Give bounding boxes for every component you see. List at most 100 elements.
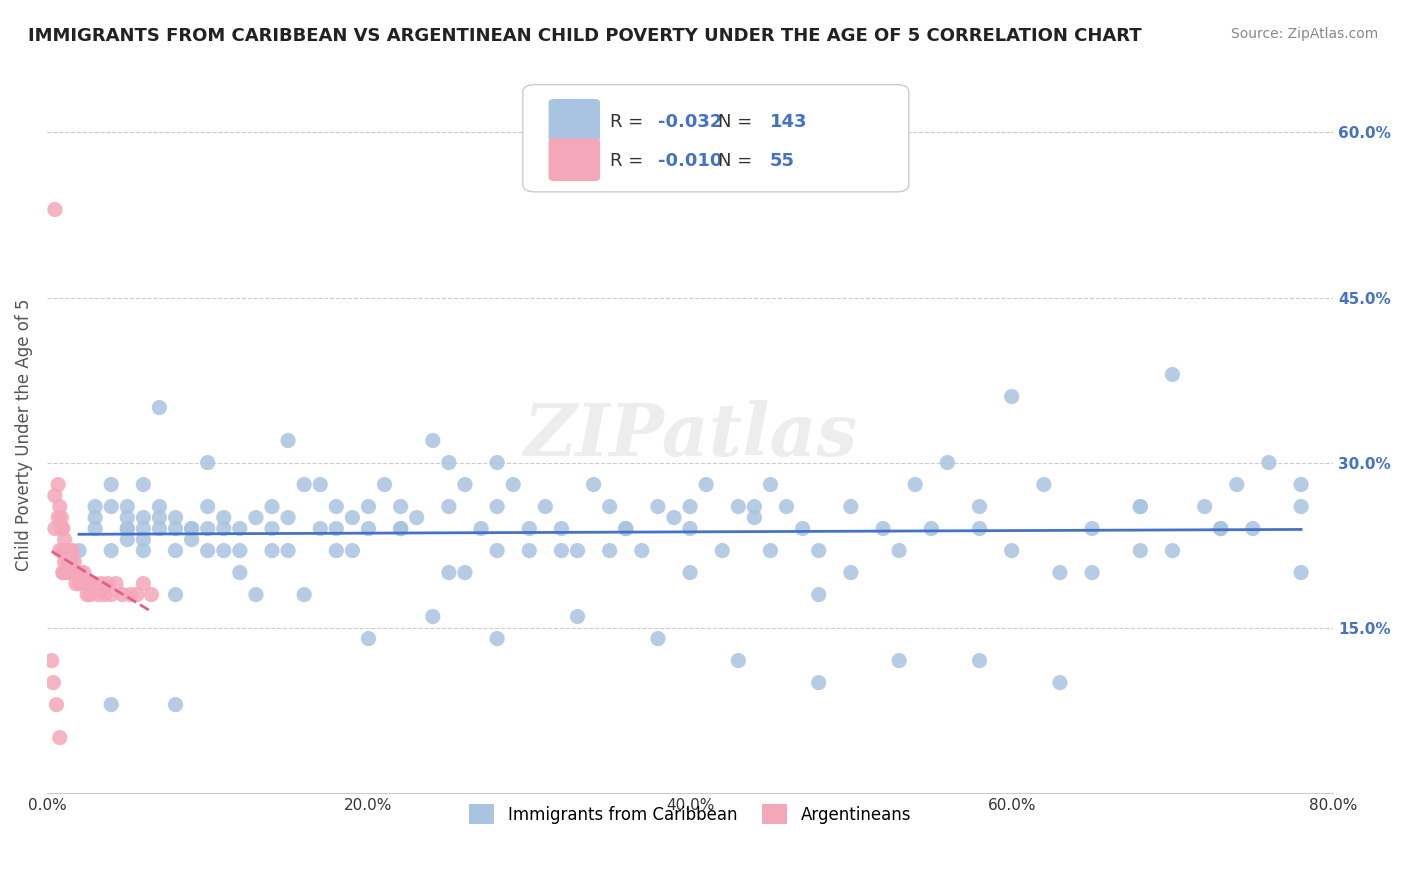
Point — [277, 510, 299, 524]
Point — [711, 543, 734, 558]
Point — [936, 456, 959, 470]
Point — [100, 477, 122, 491]
Point — [245, 588, 267, 602]
Point — [62, 543, 84, 558]
Point — [1161, 368, 1184, 382]
Point — [502, 477, 524, 491]
Point — [260, 543, 283, 558]
Point — [437, 566, 460, 580]
Point — [582, 477, 605, 491]
Point — [62, 566, 84, 580]
Point — [148, 510, 170, 524]
Point — [229, 543, 252, 558]
Point — [73, 566, 96, 580]
Text: -0.032: -0.032 — [658, 112, 723, 131]
Point — [357, 500, 380, 514]
Point — [422, 609, 444, 624]
Point — [1081, 566, 1104, 580]
Point — [920, 522, 942, 536]
Point — [662, 510, 685, 524]
Point — [517, 522, 540, 536]
Point — [550, 522, 572, 536]
Point — [614, 522, 637, 536]
Point — [41, 654, 63, 668]
Point — [53, 533, 76, 547]
Point — [45, 698, 67, 712]
Point — [260, 522, 283, 536]
Point — [52, 543, 75, 558]
Text: IMMIGRANTS FROM CARIBBEAN VS ARGENTINEAN CHILD POVERTY UNDER THE AGE OF 5 CORREL: IMMIGRANTS FROM CARIBBEAN VS ARGENTINEAN… — [28, 27, 1142, 45]
Point — [148, 522, 170, 536]
Point — [1289, 566, 1312, 580]
Point — [197, 543, 219, 558]
Point — [180, 533, 202, 547]
Point — [53, 555, 76, 569]
Point — [60, 555, 83, 569]
Point — [422, 434, 444, 448]
Point — [148, 500, 170, 514]
Point — [470, 522, 492, 536]
Point — [517, 543, 540, 558]
Point — [48, 500, 70, 514]
Text: Source: ZipAtlas.com: Source: ZipAtlas.com — [1230, 27, 1378, 41]
Point — [65, 576, 87, 591]
Point — [325, 522, 347, 536]
Point — [132, 522, 155, 536]
Point — [695, 477, 717, 491]
Point — [52, 522, 75, 536]
Point — [44, 202, 66, 217]
Point — [1129, 500, 1152, 514]
Point — [100, 543, 122, 558]
Point — [80, 576, 103, 591]
Point — [212, 522, 235, 536]
Point — [260, 500, 283, 514]
Point — [55, 543, 77, 558]
Point — [63, 566, 86, 580]
Point — [132, 576, 155, 591]
Point — [792, 522, 814, 536]
Point — [94, 588, 117, 602]
Point — [76, 588, 98, 602]
Point — [197, 522, 219, 536]
Point — [374, 477, 396, 491]
Point — [292, 477, 315, 491]
Point — [165, 588, 187, 602]
Legend: Immigrants from Caribbean, Argentineans: Immigrants from Caribbean, Argentineans — [460, 794, 921, 834]
Point — [405, 510, 427, 524]
Point — [1209, 522, 1232, 536]
Point — [67, 576, 90, 591]
Point — [58, 543, 80, 558]
Point — [44, 489, 66, 503]
Point — [1209, 522, 1232, 536]
Point — [52, 566, 75, 580]
Point — [117, 510, 139, 524]
FancyBboxPatch shape — [548, 138, 600, 181]
Point — [100, 500, 122, 514]
Point — [46, 477, 69, 491]
Point — [277, 543, 299, 558]
Point — [969, 522, 991, 536]
Point — [1049, 566, 1071, 580]
Point — [212, 543, 235, 558]
Point — [84, 522, 107, 536]
Point — [132, 543, 155, 558]
Y-axis label: Child Poverty Under the Age of 5: Child Poverty Under the Age of 5 — [15, 299, 32, 571]
Point — [120, 588, 142, 602]
Point — [63, 555, 86, 569]
Point — [48, 731, 70, 745]
Point — [486, 543, 509, 558]
Point — [84, 576, 107, 591]
Point — [599, 543, 621, 558]
Point — [342, 510, 364, 524]
Point — [58, 566, 80, 580]
Point — [309, 477, 332, 491]
Point — [277, 434, 299, 448]
Point — [79, 588, 101, 602]
Point — [1289, 500, 1312, 514]
Point — [51, 510, 73, 524]
Point — [100, 698, 122, 712]
Point — [48, 543, 70, 558]
Point — [117, 500, 139, 514]
Point — [807, 588, 830, 602]
Point — [969, 654, 991, 668]
